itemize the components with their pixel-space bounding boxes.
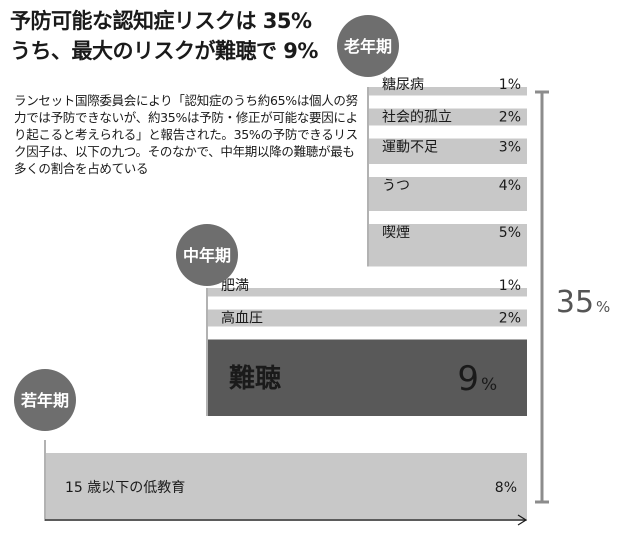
bar-value-1-0: 1% (499, 278, 521, 294)
stage-circle-1 (176, 224, 238, 286)
bar-2-0 (46, 453, 527, 521)
stage-label-0: 老年期 (343, 37, 392, 56)
bar-value-2-0: 8% (495, 480, 517, 496)
bar-value-0-0: 1% (499, 77, 521, 93)
bar-name-0-0: 糖尿病 (382, 77, 424, 93)
bar-value-0-4: 5% (499, 225, 521, 241)
bar-value-1-1: 2% (499, 311, 521, 327)
stage-label-1: 中年期 (183, 246, 231, 265)
bar-value-highlight: 9 (457, 359, 479, 399)
bar-value-0-2: 3% (499, 140, 521, 156)
bar-value-0-3: 4% (499, 178, 521, 194)
bar-name-0-3: うつ (382, 178, 410, 194)
total-unit: % (596, 298, 610, 316)
bar-name-1-0: 肥満 (221, 278, 249, 294)
bar-0-2 (369, 138, 527, 164)
bar-0-4 (369, 224, 527, 267)
bar-name-highlight: 難聴 (229, 364, 281, 394)
bar-name-2-0: 15 歳以下の低教育 (65, 480, 185, 496)
headline-line-2: うち、最大のリスクが難聴で 9% (10, 39, 318, 63)
stage-label-2: 若年期 (20, 391, 69, 410)
bar-1-0 (208, 288, 527, 297)
headline: 予防可能な認知症リスクは 35% うち、最大のリスクが難聴で 9% (10, 6, 318, 66)
bar-unit-highlight: % (481, 375, 497, 395)
bar-1-2 (208, 339, 527, 416)
bar-1-1 (208, 309, 527, 327)
headline-line-1: 予防可能な認知症リスクは 35% (10, 9, 312, 33)
total-value: 35 (556, 285, 594, 320)
bar-name-0-1: 社会的孤立 (382, 110, 452, 126)
time-axis-arrowhead (517, 514, 528, 526)
bar-0-0 (369, 87, 527, 96)
bar-0-1 (369, 108, 527, 126)
bar-value-0-1: 2% (499, 110, 521, 126)
lead-text: ランセット国際委員会により「認知症のうち約65%は個人の努力では予防できないが、… (14, 93, 358, 176)
stage-circle-2 (14, 369, 76, 431)
bar-name-1-1: 高血圧 (221, 310, 263, 327)
bar-0-3 (369, 177, 527, 211)
bar-name-0-4: 喫煙 (382, 225, 410, 241)
stage-circle-0 (337, 15, 399, 77)
bar-name-0-2: 運動不足 (382, 140, 438, 156)
